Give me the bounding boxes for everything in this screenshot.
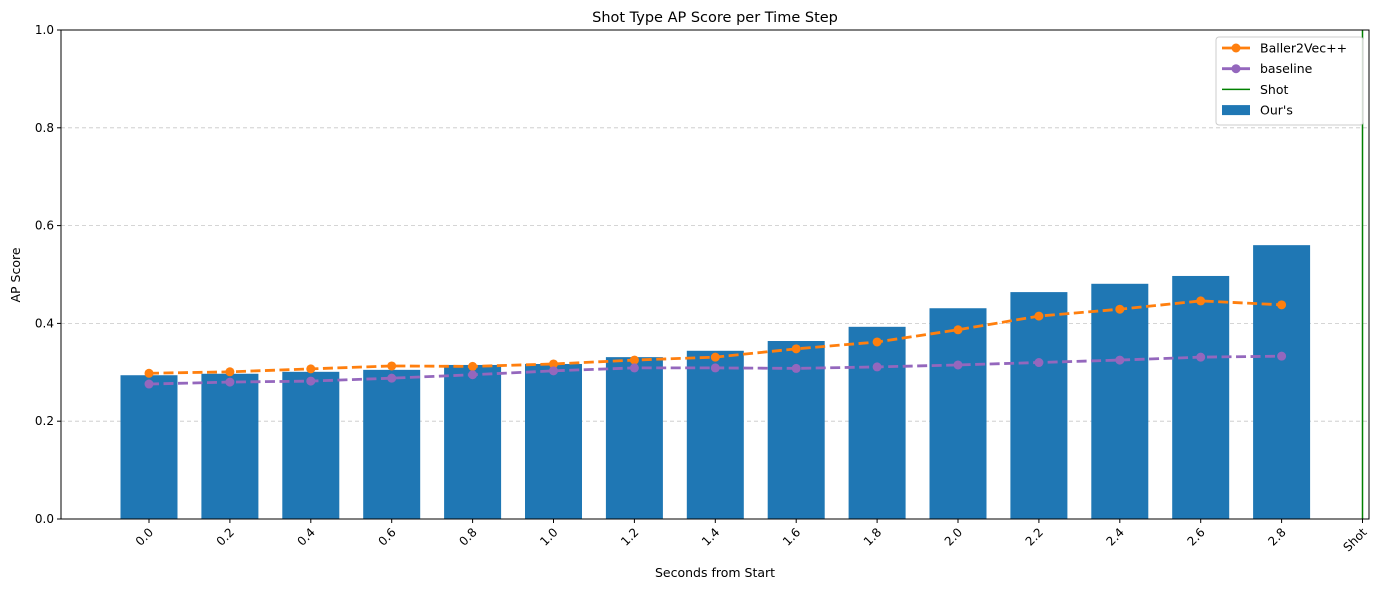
y-axis-label: AP Score (8, 247, 23, 302)
data-point (225, 377, 235, 387)
y-tick-label: 0.4 (35, 316, 54, 330)
data-point (549, 359, 558, 369)
bar (525, 363, 582, 519)
data-point (710, 363, 720, 373)
data-point (1115, 355, 1125, 365)
x-tick-label: 1.4 (699, 525, 722, 548)
bar (929, 308, 987, 519)
legend-label: Baller2Vec++ (1260, 41, 1347, 56)
bars (120, 245, 1311, 519)
data-point (791, 344, 801, 354)
data-point (872, 337, 882, 347)
data-point (710, 352, 720, 362)
bar (848, 326, 906, 519)
y-tick-label: 0.0 (35, 512, 54, 526)
legend-box (1215, 36, 1364, 126)
x-tick-label: 2.8 (1265, 525, 1288, 548)
data-point (953, 325, 963, 335)
legend-swatch (1222, 105, 1250, 116)
bar (605, 357, 663, 519)
legend-label: Our's (1260, 103, 1293, 118)
x-tick-label: 1.0 (537, 525, 560, 548)
x-tick-label: 0.6 (375, 525, 398, 548)
x-tick-label: 0.2 (214, 525, 237, 548)
bar (201, 373, 259, 519)
data-point (629, 363, 639, 373)
data-point (1277, 351, 1287, 361)
bar (444, 364, 502, 519)
legend-marker (1231, 43, 1241, 53)
bar (1172, 275, 1230, 519)
data-point (1115, 304, 1125, 314)
data-point (549, 366, 558, 376)
data-point (144, 368, 154, 378)
data-point (468, 361, 478, 371)
x-tick-label: 1.2 (618, 525, 641, 548)
data-point (1196, 296, 1206, 306)
x-tick-label: 1.6 (780, 525, 803, 548)
data-point (306, 364, 316, 374)
data-point (225, 367, 235, 377)
x-axis-label: Seconds from Start (655, 565, 775, 580)
x-tick-label: 0.8 (456, 525, 479, 548)
x-tick-label: 2.0 (942, 525, 965, 548)
x-tick-label: 1.8 (861, 525, 884, 548)
y-tick-label: 0.8 (35, 121, 54, 135)
data-point (791, 363, 801, 373)
bar (363, 369, 421, 519)
legend-marker (1231, 64, 1241, 74)
x-tick-label: 2.2 (1023, 525, 1046, 548)
data-point (1196, 352, 1206, 362)
data-point (629, 355, 639, 365)
data-point (387, 361, 397, 371)
bar (686, 350, 744, 519)
bar (1010, 292, 1068, 519)
chart-title: Shot Type AP Score per Time Step (592, 10, 838, 26)
data-point (1034, 358, 1044, 368)
data-point (144, 379, 154, 389)
data-point (306, 376, 316, 386)
legend-label: Shot (1260, 82, 1289, 97)
data-point (387, 373, 397, 383)
data-point (1277, 300, 1287, 310)
legend-label: baseline (1260, 61, 1313, 76)
bar (1253, 245, 1311, 519)
x-tick-label: 2.6 (1184, 525, 1207, 548)
y-tick-label: 1.0 (35, 23, 54, 37)
y-tick-label: 0.2 (35, 414, 54, 428)
bar (1091, 283, 1149, 519)
y-tick-label: 0.6 (35, 219, 54, 233)
x-tick-label: Shot (1340, 525, 1369, 554)
data-point (872, 362, 882, 372)
data-point (953, 360, 963, 370)
lines (144, 30, 1364, 519)
data-point (468, 370, 478, 380)
bar (282, 371, 340, 519)
bar (120, 375, 178, 519)
legend: Baller2Vec++ baseline Shot Our's (1215, 36, 1364, 126)
x-tick-label: 0.4 (295, 525, 318, 548)
x-tick-label: 0.0 (133, 525, 156, 548)
x-tick-label: 2.4 (1104, 525, 1127, 548)
data-point (1034, 311, 1044, 321)
